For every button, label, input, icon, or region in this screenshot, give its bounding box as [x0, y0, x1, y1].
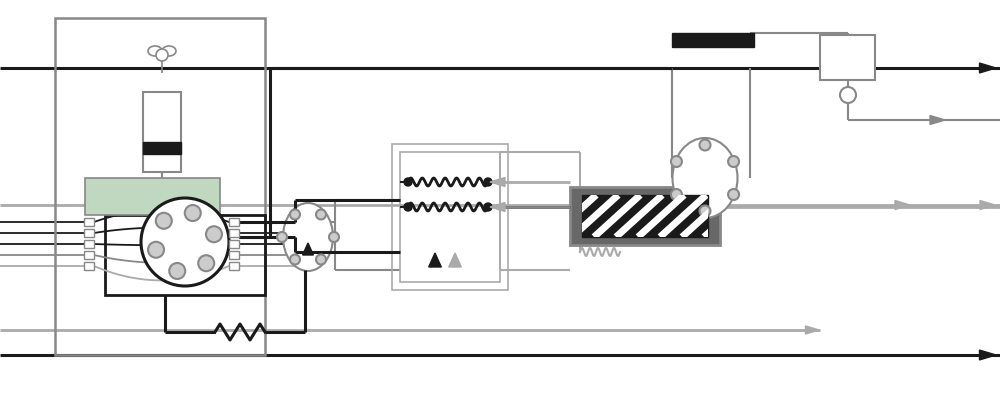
Polygon shape [980, 63, 996, 73]
Circle shape [156, 213, 172, 229]
Bar [55, 18, 265, 355]
Ellipse shape [148, 46, 162, 56]
Ellipse shape [283, 203, 333, 271]
Bar [143, 142, 181, 154]
Bar [84, 240, 94, 248]
Circle shape [484, 203, 492, 211]
Bar [84, 251, 94, 259]
Circle shape [728, 189, 739, 200]
Bar [105, 215, 265, 295]
Bar [229, 240, 239, 248]
Circle shape [169, 263, 185, 279]
Bar [400, 152, 500, 282]
Polygon shape [806, 326, 819, 334]
Circle shape [156, 49, 168, 61]
Bar [229, 229, 239, 237]
Circle shape [206, 226, 222, 242]
Polygon shape [490, 202, 505, 212]
Polygon shape [980, 200, 995, 210]
Circle shape [290, 210, 300, 220]
Circle shape [671, 156, 682, 167]
Ellipse shape [162, 46, 176, 56]
Circle shape [484, 178, 492, 186]
Circle shape [404, 178, 412, 186]
Bar [85, 178, 220, 215]
Circle shape [329, 232, 339, 242]
Circle shape [198, 255, 214, 271]
Bar [820, 35, 875, 80]
Bar [229, 262, 239, 270]
Circle shape [700, 140, 710, 150]
Circle shape [290, 254, 300, 264]
Polygon shape [303, 243, 313, 255]
Circle shape [404, 203, 412, 211]
Polygon shape [490, 178, 505, 186]
Circle shape [185, 205, 201, 221]
Bar [84, 262, 94, 270]
Circle shape [141, 198, 229, 286]
Circle shape [728, 156, 739, 167]
Bar [392, 144, 508, 290]
Polygon shape [429, 253, 441, 267]
Bar [229, 251, 239, 259]
Polygon shape [449, 253, 461, 267]
Bar [229, 218, 239, 226]
Circle shape [316, 254, 326, 264]
Bar [672, 33, 754, 47]
Circle shape [700, 206, 710, 216]
Circle shape [840, 87, 856, 103]
Ellipse shape [672, 138, 738, 218]
Circle shape [277, 232, 287, 242]
Circle shape [148, 242, 164, 258]
Bar [84, 218, 94, 226]
Circle shape [316, 210, 326, 220]
Bar [582, 195, 708, 237]
Polygon shape [930, 116, 945, 124]
Polygon shape [895, 200, 910, 210]
Bar [143, 92, 181, 172]
Polygon shape [980, 350, 996, 360]
Circle shape [671, 189, 682, 200]
Bar [570, 187, 720, 245]
Bar [84, 229, 94, 237]
